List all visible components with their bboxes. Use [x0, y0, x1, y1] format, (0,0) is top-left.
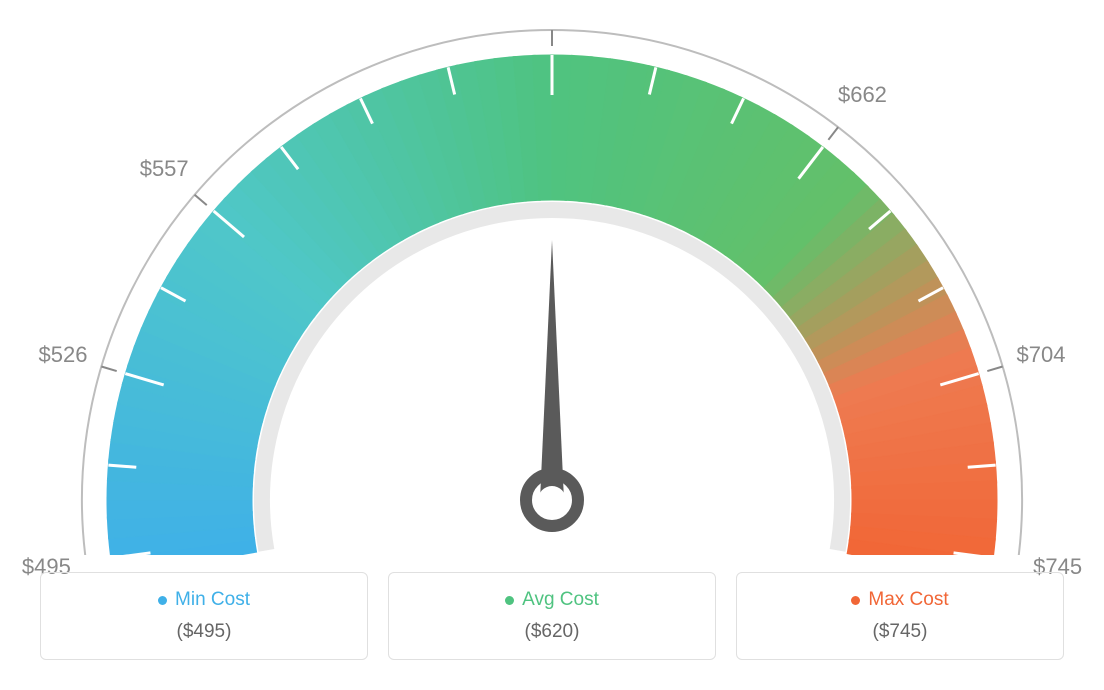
legend-dot-min — [158, 596, 167, 605]
legend-value-avg: ($620) — [399, 621, 705, 643]
legend-text-avg: Avg Cost — [522, 589, 599, 611]
legend-label-avg: Avg Cost — [505, 589, 599, 611]
cost-gauge-container: $495$526$557$620$662$704$745 Min Cost ($… — [0, 0, 1104, 690]
legend: Min Cost ($495) Avg Cost ($620) Max Cost… — [40, 572, 1064, 660]
legend-box-max: Max Cost ($745) — [736, 572, 1064, 660]
tick-label: $526 — [39, 342, 88, 368]
legend-label-max: Max Cost — [851, 589, 948, 611]
legend-text-min: Min Cost — [175, 589, 250, 611]
legend-box-min: Min Cost ($495) — [40, 572, 368, 660]
legend-box-avg: Avg Cost ($620) — [388, 572, 716, 660]
legend-dot-avg — [505, 596, 514, 605]
legend-value-max: ($745) — [747, 621, 1053, 643]
legend-value-min: ($495) — [51, 621, 357, 643]
tick-label: $662 — [838, 82, 887, 108]
gauge-chart: $495$526$557$620$662$704$745 — [0, 0, 1104, 555]
legend-dot-max — [851, 596, 860, 605]
legend-label-min: Min Cost — [158, 589, 250, 611]
tick-label: $704 — [1017, 342, 1066, 368]
tick-label: $620 — [528, 0, 577, 3]
legend-text-max: Max Cost — [868, 589, 948, 611]
tick-label: $557 — [140, 156, 189, 182]
